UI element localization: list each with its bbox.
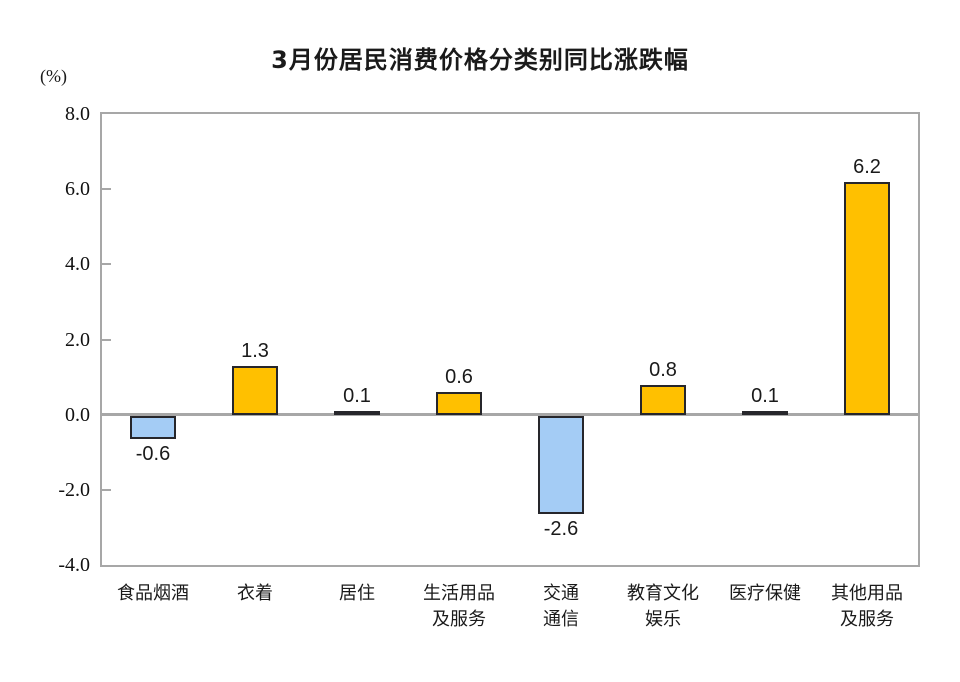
- y-tick-label: 4.0: [65, 253, 90, 276]
- bar-教育文化娱乐: [640, 384, 686, 415]
- value-label-生活用品及服务: 0.6: [445, 366, 473, 389]
- x-category-label-食品烟酒: 食品烟酒: [117, 583, 189, 604]
- x-category-label-医疗保健: 医疗保健: [729, 583, 801, 604]
- bar-衣着: [232, 365, 278, 415]
- value-label-其他用品及服务: 6.2: [853, 155, 881, 178]
- y-tick-label: 6.0: [65, 178, 90, 201]
- y-tick-mark: [102, 488, 111, 491]
- x-category-label-交通通信: 交通 通信: [543, 583, 579, 630]
- zero-baseline: [102, 413, 918, 417]
- value-label-食品烟酒: -0.6: [135, 443, 171, 466]
- y-tick-mark: [102, 188, 111, 191]
- plot-area: -0.6 1.3 0.1 0.6 -2.6 0.8 0.1 6.2: [100, 112, 920, 567]
- value-label-交通通信: -2.6: [543, 518, 579, 541]
- bar-其他用品及服务: [844, 181, 890, 415]
- x-category-label-其他用品及服务: 其他用品 及服务: [831, 583, 903, 630]
- bar-居住: [334, 410, 380, 415]
- x-category-label-衣着: 衣着: [237, 583, 273, 604]
- bar-交通通信: [538, 416, 584, 514]
- x-category-label-生活用品及服务: 生活用品 及服务: [423, 583, 495, 630]
- y-tick-label: -2.0: [58, 478, 90, 501]
- value-label-教育文化娱乐: 0.8: [649, 358, 677, 381]
- x-axis-labels: 食品烟酒 衣着 居住 生活用品 及服务 交通 通信 教育文化 娱乐 医疗保健 其他用品 及服务: [100, 581, 920, 651]
- value-label-居住: 0.1: [343, 384, 371, 407]
- y-tick-label: 8.0: [65, 103, 90, 125]
- y-tick-mark: [102, 338, 111, 341]
- x-category-label-教育文化娱乐: 教育文化 娱乐: [627, 583, 699, 630]
- y-tick-label: 0.0: [65, 403, 90, 426]
- bar-医疗保健: [742, 410, 788, 415]
- y-tick-mark: [102, 263, 111, 266]
- y-tick-label: 2.0: [65, 328, 90, 351]
- bar-生活用品及服务: [436, 392, 482, 415]
- y-axis-unit-label: (%): [40, 66, 67, 86]
- y-tick-label: -4.0: [58, 554, 90, 576]
- bar-食品烟酒: [130, 416, 176, 439]
- chart-title: 3月份居民消费价格分类别同比涨跌幅: [271, 46, 689, 74]
- x-category-label-居住: 居住: [339, 583, 375, 604]
- value-label-医疗保健: 0.1: [751, 384, 779, 407]
- value-label-衣着: 1.3: [241, 339, 269, 362]
